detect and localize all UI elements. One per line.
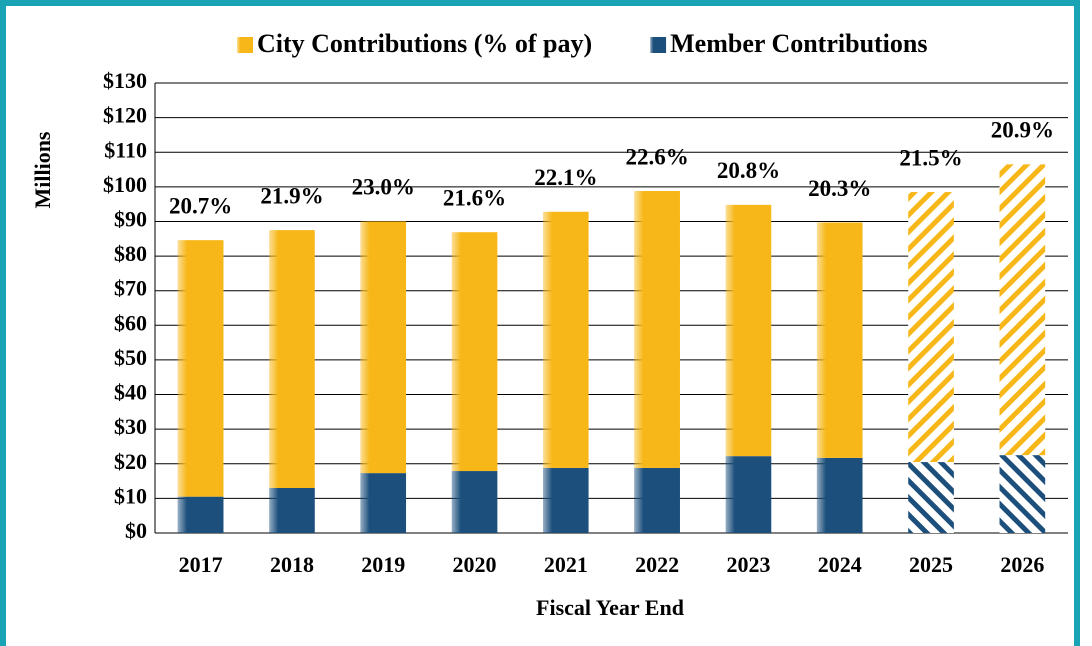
bar-segment: [634, 191, 680, 468]
legend-swatch: [650, 37, 667, 53]
bar-label: 21.6%: [443, 185, 506, 210]
y-tick-label: $0: [125, 518, 147, 543]
y-tick-label: $40: [114, 380, 147, 405]
bar-segment: [360, 221, 407, 474]
y-tick-label: $100: [103, 172, 147, 197]
x-tick-label: 2020: [453, 552, 497, 577]
bar-label: 22.1%: [534, 165, 597, 190]
y-tick-label: $60: [114, 310, 147, 335]
bar-segment: [360, 473, 407, 533]
y-tick-label: $110: [104, 137, 147, 162]
y-tick-label: $30: [114, 414, 147, 439]
legend-label: City Contributions (% of pay): [257, 29, 592, 58]
y-tick-label: $80: [114, 241, 147, 266]
x-tick-label: 2025: [909, 552, 953, 577]
x-tick-label: 2024: [818, 552, 862, 577]
bar-segment: [816, 457, 863, 533]
bar-segment: [816, 222, 863, 458]
bar-segment: [269, 488, 315, 533]
y-tick-label: $90: [114, 207, 147, 232]
y-tick-label: $120: [103, 103, 147, 128]
x-axis-title: Fiscal Year End: [536, 595, 684, 620]
bar-label: 20.7%: [169, 193, 232, 218]
bar-segment: [177, 240, 224, 497]
y-tick-label: $70: [114, 276, 147, 301]
bar-label: 20.8%: [717, 158, 780, 183]
bar-segment: [451, 232, 498, 472]
bar-segment: [908, 462, 954, 533]
bar-label: 23.0%: [352, 175, 415, 200]
bar-segment: [908, 192, 954, 463]
x-tick-label: 2018: [270, 552, 314, 577]
bar-segment: [999, 164, 1046, 456]
bar-label: 21.5%: [899, 145, 962, 170]
bar-label: 20.3%: [808, 176, 871, 201]
bar-label: 21.9%: [260, 183, 323, 208]
legend-label: Member Contributions: [670, 29, 927, 58]
bar-segment: [725, 204, 772, 457]
bar-segment: [725, 456, 772, 533]
bar-segment: [269, 230, 315, 488]
y-tick-label: $10: [114, 483, 147, 508]
bar-segment: [634, 467, 680, 533]
x-tick-label: 2019: [361, 552, 405, 577]
x-tick-label: 2026: [1000, 552, 1044, 577]
x-tick-label: 2022: [635, 552, 679, 577]
bar-segment: [451, 471, 498, 533]
legend-swatch: [237, 37, 253, 53]
bar-segment: [543, 211, 589, 468]
x-tick-label: 2021: [544, 552, 588, 577]
bar-segment: [177, 496, 224, 533]
y-tick-label: $130: [103, 68, 147, 93]
y-tick-label: $20: [114, 449, 147, 474]
y-tick-label: $50: [114, 345, 147, 370]
bar-label: 22.6%: [626, 144, 689, 169]
bar-segment: [999, 455, 1046, 533]
bar-segment: [543, 467, 589, 533]
x-tick-label: 2017: [179, 552, 223, 577]
y-axis-title: Millions: [30, 131, 55, 208]
bar-label: 20.9%: [991, 118, 1054, 143]
x-tick-label: 2023: [726, 552, 770, 577]
